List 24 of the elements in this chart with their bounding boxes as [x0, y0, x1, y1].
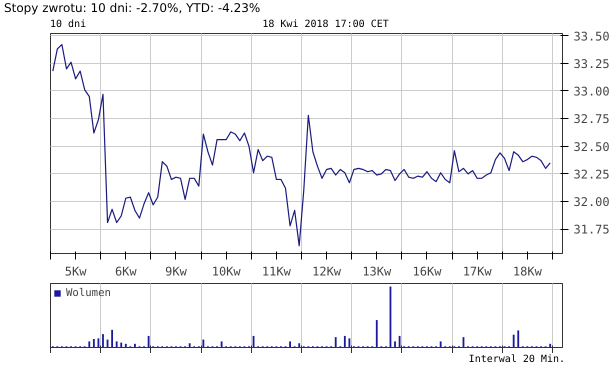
x-tick-label: 13Kw: [362, 264, 392, 278]
x-tick-label: 10Kw: [212, 264, 242, 278]
text: Stopy zwrotu: 10 dni: -2.70%, YTD: -4.23%: [4, 0, 260, 17]
y-tick-label: 33.50: [574, 30, 610, 44]
x-tick-label: 6Kw: [114, 264, 138, 278]
y-tick-label: 32.00: [574, 195, 610, 210]
y-tick-label: 33.00: [574, 84, 610, 98]
legend-label: Wolumen: [66, 286, 111, 299]
x-tick-label: 12Kw: [312, 264, 342, 278]
x-tick-label: 16Kw: [412, 264, 442, 278]
x-tick-label: 17Kw: [462, 264, 492, 278]
chart-subtitle: 18 Kwi 2018 17:00 CET: [262, 18, 389, 32]
y-tick-label: 32.25: [574, 167, 610, 182]
x-tick-label: 9Kw: [165, 264, 188, 278]
x-tick-label: 11Kw: [262, 264, 292, 278]
chart-title: 10 dni: [50, 18, 86, 32]
line-series: [52, 44, 551, 246]
x-tick-label: 18Kw: [512, 264, 543, 278]
y-tick-label: 32.75: [574, 112, 610, 126]
text: Interwal 20 Min.: [468, 353, 565, 367]
y-tick-label: 32.50: [574, 140, 610, 154]
y-tick-label: 33.25: [574, 56, 610, 71]
y-tick-label: 31.75: [574, 222, 610, 237]
x-tick-label: 5Kw: [64, 264, 88, 278]
